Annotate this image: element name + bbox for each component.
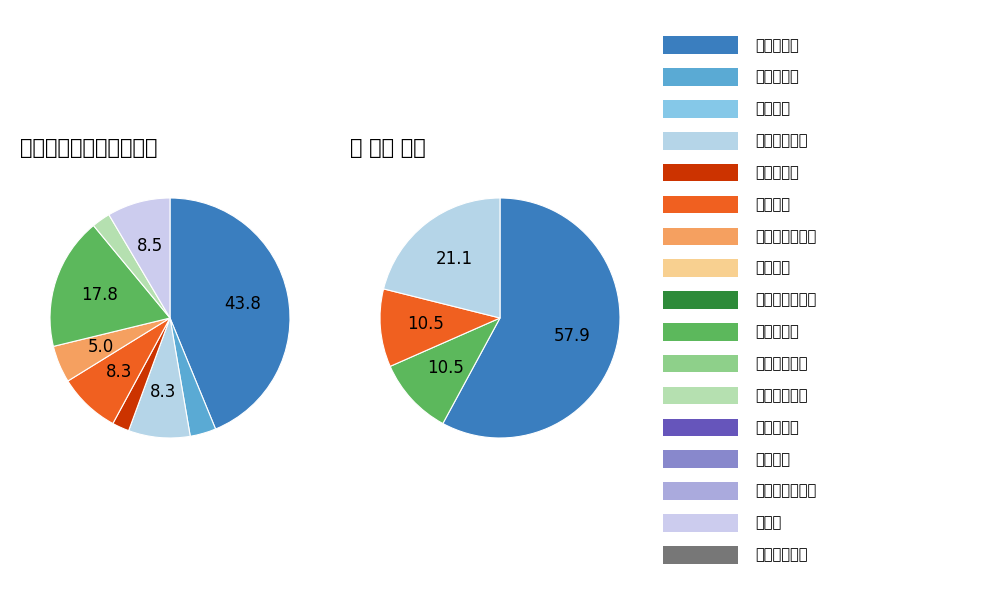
Wedge shape [443,198,620,438]
Text: 57.9: 57.9 [554,327,590,345]
Wedge shape [109,198,170,318]
Wedge shape [94,215,170,318]
FancyBboxPatch shape [663,132,738,149]
Text: スライダー: スライダー [755,325,799,340]
FancyBboxPatch shape [663,323,738,341]
Text: 宗 佑磨 選手: 宗 佑磨 選手 [350,138,426,158]
Text: パ・リーグ全プレイヤー: パ・リーグ全プレイヤー [20,138,158,158]
Text: 17.8: 17.8 [81,286,118,304]
Wedge shape [390,318,500,424]
Wedge shape [113,318,170,431]
Text: チェンジアップ: チェンジアップ [755,229,816,244]
FancyBboxPatch shape [663,419,738,436]
Text: ナックルカーブ: ナックルカーブ [755,484,816,499]
FancyBboxPatch shape [663,482,738,500]
Wedge shape [50,226,170,346]
Wedge shape [68,318,170,424]
Text: 縦スライダー: 縦スライダー [755,356,808,371]
Wedge shape [170,198,290,429]
Text: ツーシーム: ツーシーム [755,70,799,85]
Text: 21.1: 21.1 [436,250,473,268]
FancyBboxPatch shape [663,451,738,468]
FancyBboxPatch shape [663,100,738,118]
FancyBboxPatch shape [663,514,738,532]
Text: 5.0: 5.0 [88,338,114,356]
Wedge shape [170,318,216,436]
Text: 10.5: 10.5 [407,316,444,334]
FancyBboxPatch shape [663,68,738,86]
FancyBboxPatch shape [663,291,738,309]
FancyBboxPatch shape [663,387,738,404]
Text: ナックル: ナックル [755,452,790,467]
Wedge shape [129,318,190,438]
Text: 10.5: 10.5 [427,359,464,377]
FancyBboxPatch shape [663,355,738,373]
Text: スクリュー: スクリュー [755,420,799,435]
Text: スローカーブ: スローカーブ [755,547,808,562]
FancyBboxPatch shape [663,196,738,213]
Text: 8.3: 8.3 [106,363,132,381]
FancyBboxPatch shape [663,227,738,245]
Text: 8.3: 8.3 [150,383,176,401]
Text: スプリット: スプリット [755,165,799,180]
FancyBboxPatch shape [663,164,738,181]
Text: カーブ: カーブ [755,515,781,530]
Text: 43.8: 43.8 [225,295,261,313]
Text: ストレート: ストレート [755,38,799,53]
Wedge shape [384,198,500,318]
Text: パワーカーブ: パワーカーブ [755,388,808,403]
Text: カットボール: カットボール [755,133,808,148]
Text: シュート: シュート [755,101,790,116]
Text: フォーク: フォーク [755,197,790,212]
FancyBboxPatch shape [663,259,738,277]
FancyBboxPatch shape [663,546,738,563]
Text: 高速スライダー: 高速スライダー [755,292,816,307]
Wedge shape [380,289,500,367]
Text: シンカー: シンカー [755,260,790,275]
Text: 8.5: 8.5 [137,237,163,255]
FancyBboxPatch shape [663,37,738,54]
Wedge shape [53,318,170,381]
